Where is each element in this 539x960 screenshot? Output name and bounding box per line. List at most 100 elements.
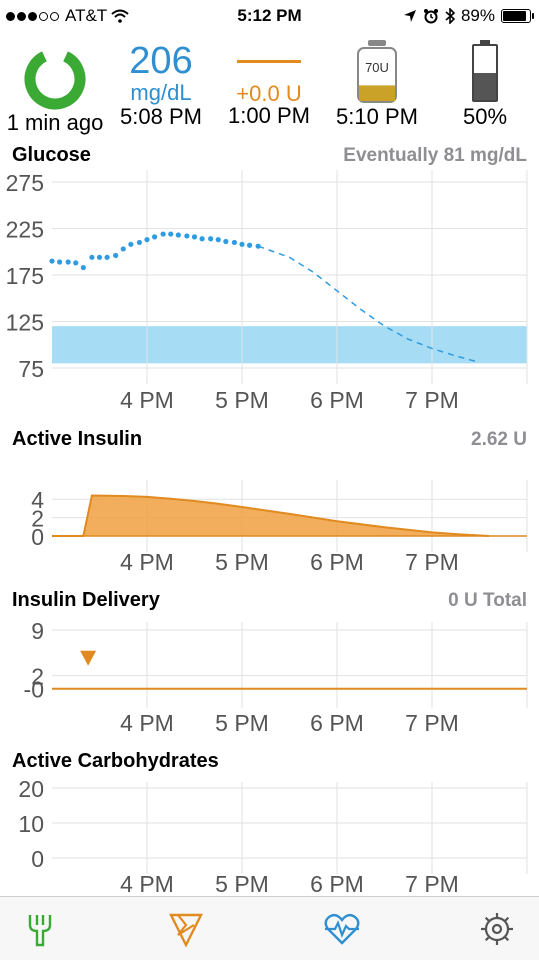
y-tick-label: 75 <box>18 356 44 382</box>
reservoir-label: 70U <box>365 60 389 75</box>
bolus-marker <box>80 650 97 666</box>
hud-bar: 1 min ago 206 mg/dL 5:08 PM +0.0 U 1:00 … <box>0 32 539 135</box>
tab-settings[interactable] <box>477 909 517 949</box>
glucose-point <box>184 233 190 239</box>
pump-battery-icon <box>472 40 498 102</box>
active-insulin-line <box>52 494 490 537</box>
glucose-section-title: Glucose <box>12 144 91 166</box>
y-tick-label: 225 <box>6 217 44 243</box>
temp-basal-hud[interactable]: +0.0 U 1:00 PM <box>218 54 320 129</box>
y-tick-label: 20 <box>18 776 44 802</box>
phone-battery-level <box>503 11 527 21</box>
reservoir-level <box>359 85 395 101</box>
glucose-unit: mg/dL <box>130 80 192 105</box>
location-arrow-icon <box>403 10 416 22</box>
x-tick-label: 7 PM <box>405 710 459 736</box>
x-tick-label: 5 PM <box>215 549 269 575</box>
loop-status[interactable]: 1 min ago <box>0 32 110 136</box>
x-tick-label: 4 PM <box>120 710 174 736</box>
glucose-point <box>136 239 142 246</box>
active-insulin-total: 2.62 U <box>471 429 527 450</box>
y-tick-label: 0 <box>31 524 44 550</box>
fork-icon <box>28 915 52 947</box>
glucose-point <box>104 254 110 260</box>
carrier-label: AT&T <box>65 6 108 25</box>
glucose-point <box>152 234 158 240</box>
y-tick-label: 4 <box>31 487 44 513</box>
y-tick-label: 275 <box>6 170 44 196</box>
target-range-band <box>52 326 527 364</box>
pump-battery-hud[interactable]: 50% <box>434 38 536 130</box>
x-tick-label: 5 PM <box>215 871 269 896</box>
glucose-point <box>144 237 150 243</box>
x-tick-label: 7 PM <box>405 549 459 575</box>
pump-battery-level <box>474 73 496 100</box>
glucose-point <box>175 232 181 238</box>
signal-dot <box>39 12 48 21</box>
glucose-point <box>191 234 198 240</box>
glucose-hud[interactable]: 206 mg/dL 5:08 PM <box>110 42 212 130</box>
glucose-point <box>168 231 174 237</box>
signal-dot <box>28 12 37 21</box>
active-insulin-chart[interactable]: 420 4 PM 5 PM 6 PM 7 PM <box>0 470 539 582</box>
wifi-icon <box>111 9 129 23</box>
loop-ring-icon <box>24 48 86 110</box>
phone-battery-icon <box>501 9 534 23</box>
insulin-delivery-total: 0 U Total <box>448 590 527 611</box>
reservoir-hud[interactable]: 70U 5:10 PM <box>326 38 428 130</box>
glucose-point <box>80 264 86 271</box>
tab-bolus[interactable] <box>166 909 206 949</box>
x-tick-label: 5 PM <box>215 387 269 413</box>
signal-dot <box>6 12 15 21</box>
active-carbs-section-title: Active Carbohydrates <box>12 750 219 772</box>
status-bar-left: AT&T <box>6 6 129 26</box>
glucose-point <box>120 246 126 252</box>
glucose-point <box>231 239 237 246</box>
temp-basal-line <box>237 60 301 63</box>
glucose-point <box>215 237 221 243</box>
status-bar: AT&T 5:12 PM 89% <box>0 0 539 32</box>
glucose-point <box>128 241 134 247</box>
active-carbs-chart[interactable]: 20 10 0 4 PM 5 PM 6 PM 7 PM <box>0 774 539 896</box>
x-tick-label: 6 PM <box>310 710 364 736</box>
x-tick-label: 7 PM <box>405 387 459 413</box>
x-tick-label: 4 PM <box>120 387 174 413</box>
x-tick-label: 6 PM <box>310 549 364 575</box>
glucose-point <box>199 236 205 242</box>
glucose-point <box>49 258 55 264</box>
pump-battery-percent: 50% <box>462 104 508 129</box>
y-tick-label: 175 <box>6 263 44 289</box>
tab-status[interactable] <box>322 909 362 949</box>
insulin-delivery-chart[interactable]: 9 2-0 4 PM 5 PM 6 PM 7 PM <box>0 614 539 744</box>
alarm-clock-icon <box>423 9 438 24</box>
y-tick-label: 2 <box>31 664 44 690</box>
x-tick-label: 4 PM <box>120 871 174 896</box>
predicted-glucose-line <box>257 245 480 364</box>
x-tick-label: 6 PM <box>310 871 364 896</box>
tab-carbs[interactable] <box>20 909 60 949</box>
bolus-icon <box>169 913 203 948</box>
insulin-delivery-section-title: Insulin Delivery <box>12 589 160 611</box>
glucose-point <box>239 241 245 247</box>
reservoir-time: 5:10 PM <box>336 104 418 129</box>
bluetooth-icon <box>445 8 455 24</box>
loop-last-run: 1 min ago <box>6 110 104 135</box>
glucose-value: 206 <box>129 40 193 82</box>
glucose-time: 5:08 PM <box>120 104 202 129</box>
glucose-chart[interactable]: 275 225 175 125 75 4 PM 5 PM 6 PM 7 PM <box>0 170 539 420</box>
glucose-point <box>223 238 229 245</box>
glucose-point <box>247 242 253 248</box>
glucose-point <box>96 254 103 260</box>
x-tick-label: 5 PM <box>215 710 269 736</box>
glucose-point <box>208 236 214 242</box>
glucose-point <box>65 259 71 265</box>
active-insulin-section-title: Active Insulin <box>12 428 143 450</box>
status-bar-right: 89% <box>403 6 534 26</box>
status-time: 5:12 PM <box>237 6 302 25</box>
y-tick-label: 10 <box>18 811 44 837</box>
x-tick-label: 7 PM <box>405 871 459 896</box>
y-tick-label: 9 <box>31 618 44 644</box>
battery-percent: 89% <box>460 6 495 25</box>
temp-basal-time: 1:00 PM <box>228 103 310 128</box>
reservoir-icon: 70U <box>357 40 397 103</box>
